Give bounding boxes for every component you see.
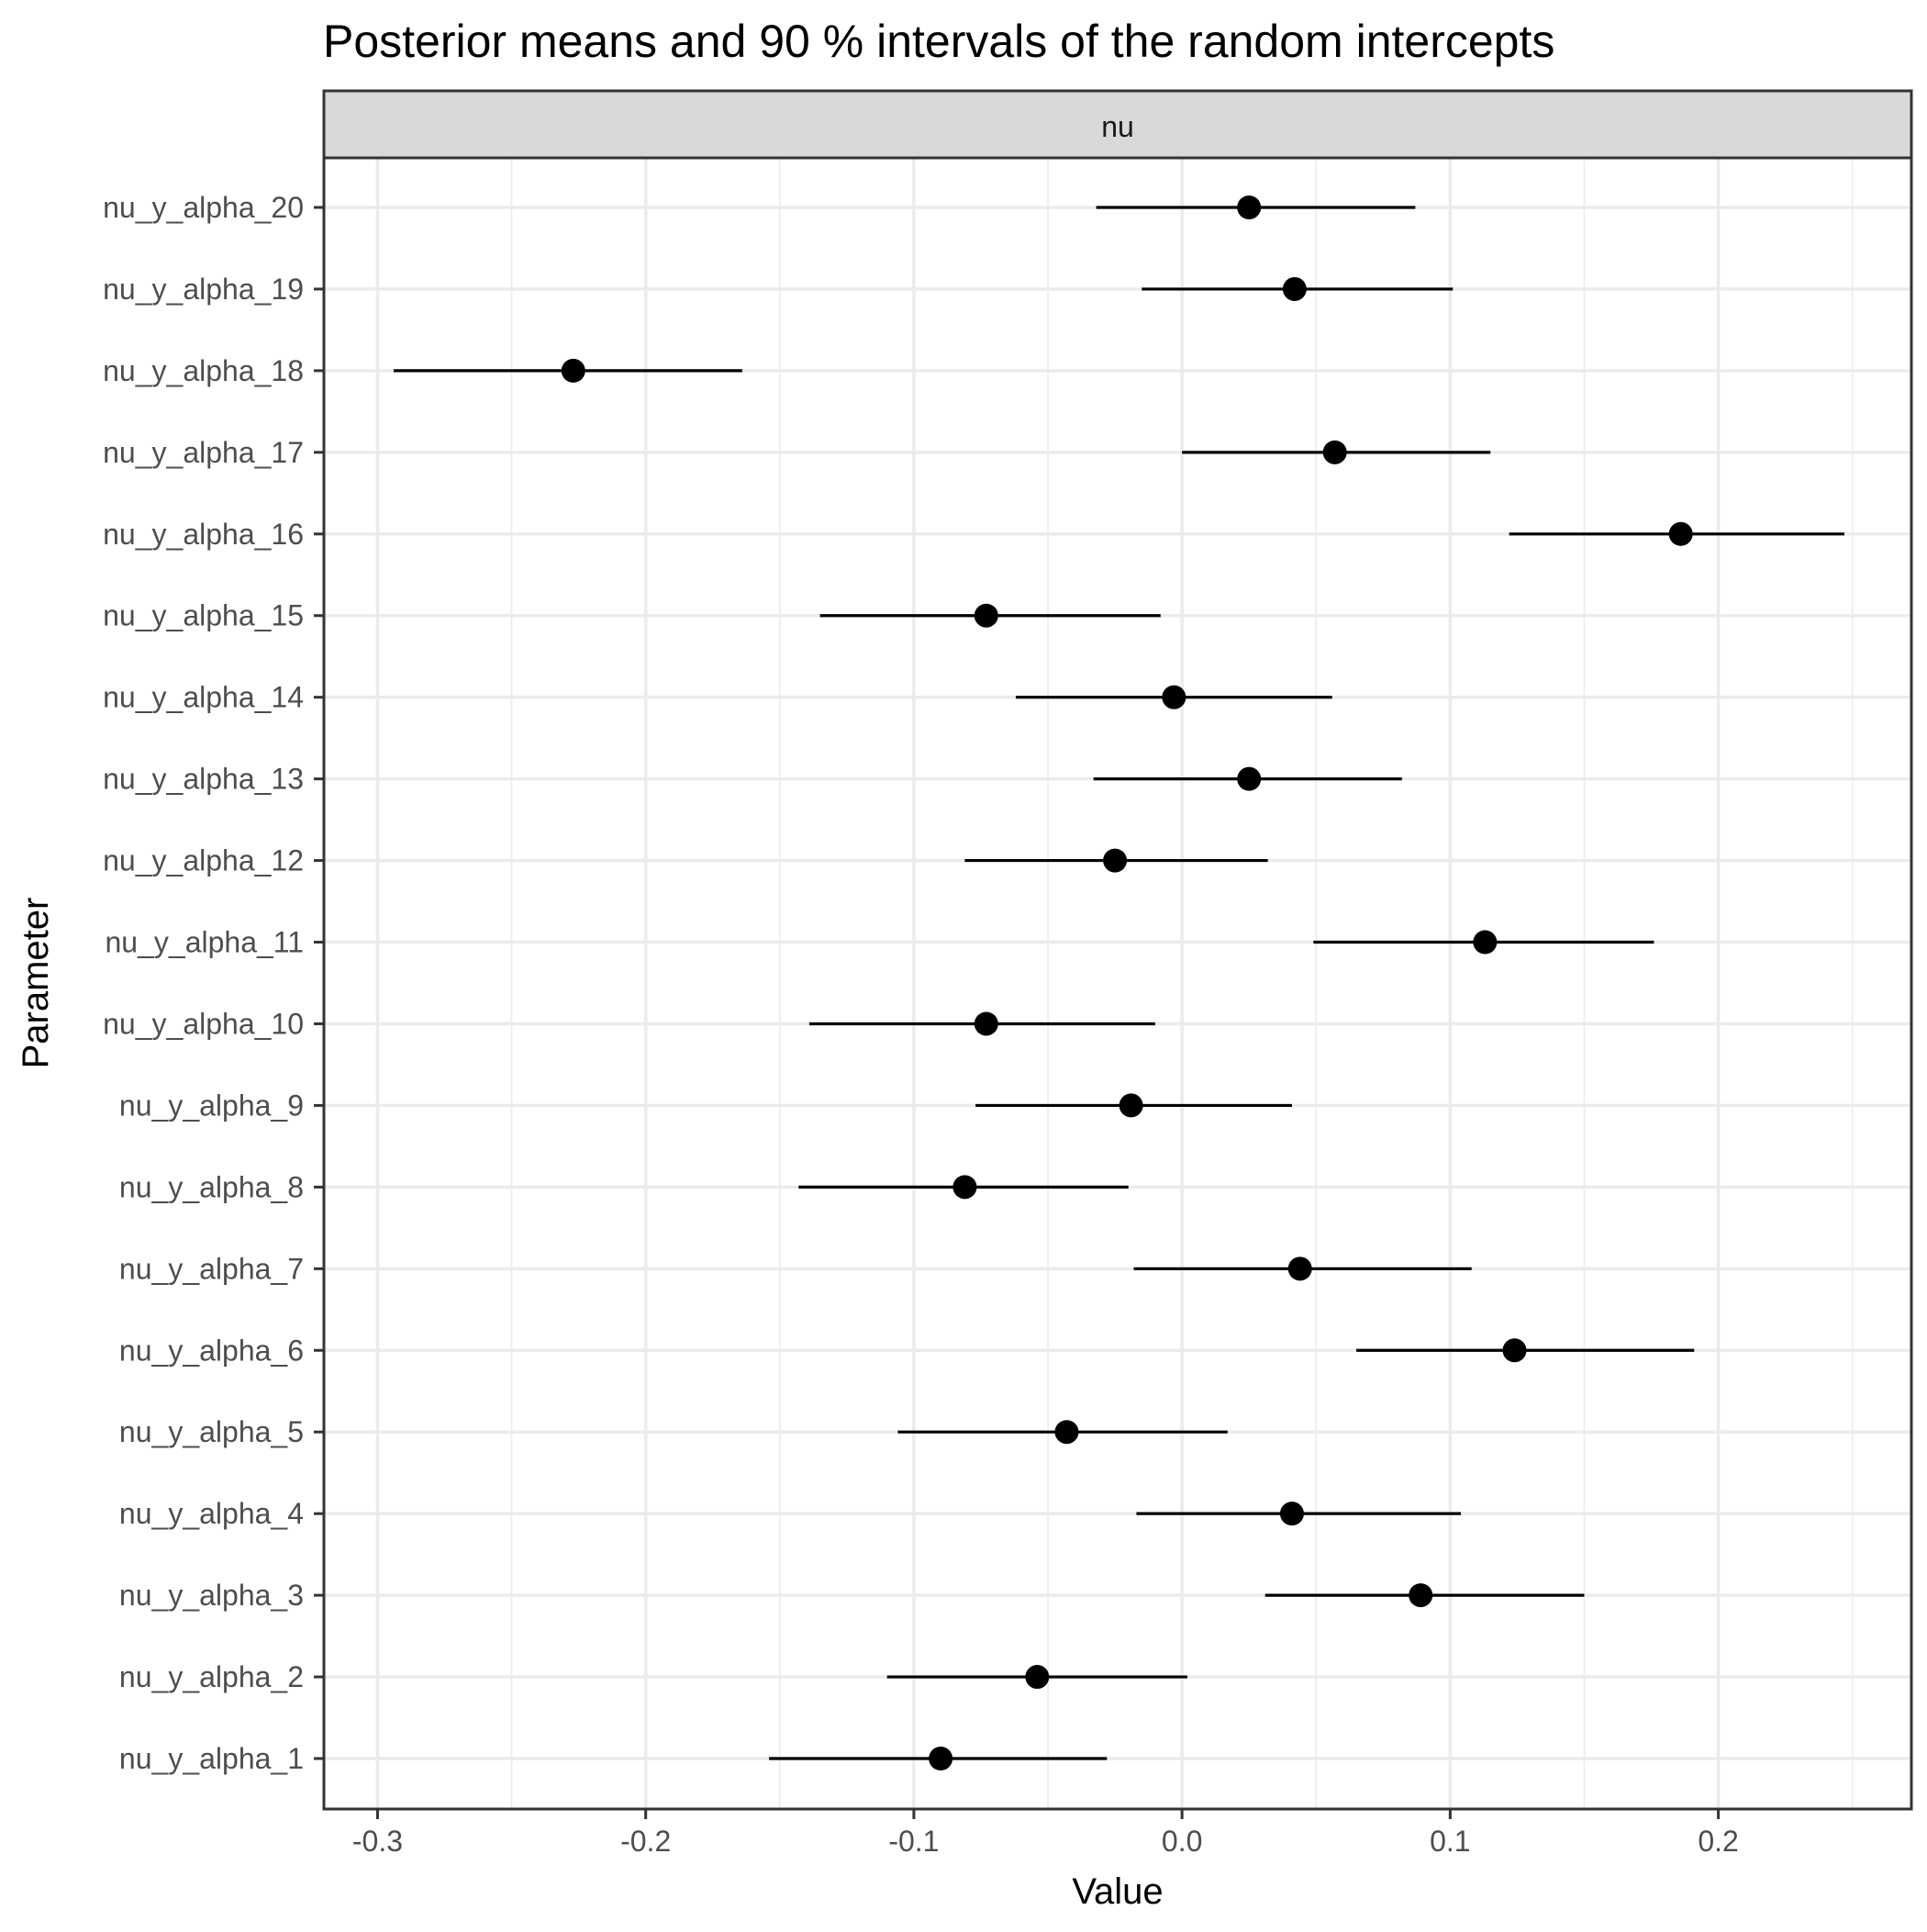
facet-strip bbox=[322, 89, 1913, 160]
mean-point bbox=[952, 1175, 977, 1200]
mean-point bbox=[929, 1747, 953, 1770]
mean-point bbox=[1237, 195, 1262, 219]
mean-point bbox=[1668, 521, 1693, 546]
y-tick-label: nu_y_alpha_3 bbox=[119, 1579, 304, 1612]
mean-point bbox=[1322, 440, 1347, 464]
mean-point bbox=[1119, 1093, 1143, 1118]
y-axis-title: Parameter bbox=[16, 898, 56, 1069]
data-marks bbox=[393, 195, 1844, 1770]
x-axis: -0.3 -0.2 -0.1 0.0 0.1 0.2 bbox=[352, 1809, 1739, 1858]
x-tick-label: 0.1 bbox=[1430, 1825, 1470, 1858]
mean-point bbox=[1162, 685, 1186, 709]
mean-point bbox=[1025, 1665, 1050, 1690]
x-tick-label: 0.2 bbox=[1698, 1825, 1738, 1858]
y-tick-label: nu_y_alpha_10 bbox=[103, 1007, 304, 1040]
mean-point bbox=[974, 1011, 998, 1036]
y-tick-label: nu_y_alpha_19 bbox=[103, 273, 304, 306]
y-tick-label: nu_y_alpha_12 bbox=[103, 844, 304, 877]
y-tick-label: nu_y_alpha_16 bbox=[103, 518, 304, 551]
chart-title: Posterior means and 90 % intervals of th… bbox=[323, 16, 1554, 67]
y-tick-label: nu_y_alpha_18 bbox=[103, 354, 304, 387]
y-tick-label: nu_y_alpha_13 bbox=[103, 763, 304, 796]
y-tick-label: nu_y_alpha_15 bbox=[103, 599, 304, 632]
x-tick-label: -0.3 bbox=[352, 1825, 403, 1858]
mean-point bbox=[1282, 276, 1307, 301]
y-tick-label: nu_y_alpha_1 bbox=[119, 1742, 304, 1775]
x-tick-label: -0.1 bbox=[888, 1825, 939, 1858]
mean-point bbox=[1409, 1583, 1433, 1608]
mean-point bbox=[1054, 1420, 1079, 1445]
y-tick-label: nu_y_alpha_17 bbox=[103, 436, 304, 469]
panel-border bbox=[322, 156, 1913, 1811]
mean-point bbox=[1279, 1502, 1304, 1526]
facet-strip-label: nu bbox=[1101, 110, 1134, 143]
y-tick-label: nu_y_alpha_6 bbox=[119, 1334, 304, 1367]
y-tick-label: nu_y_alpha_11 bbox=[106, 926, 305, 959]
y-tick-label: nu_y_alpha_8 bbox=[119, 1170, 304, 1203]
y-tick-label: nu_y_alpha_9 bbox=[119, 1089, 304, 1122]
y-tick-label: nu_y_alpha_7 bbox=[119, 1252, 304, 1285]
y-tick-label: nu_y_alpha_5 bbox=[119, 1415, 304, 1448]
y-tick-label: nu_y_alpha_4 bbox=[119, 1497, 304, 1530]
mean-point bbox=[1237, 766, 1262, 791]
mean-point bbox=[974, 603, 998, 628]
mean-point bbox=[561, 358, 585, 383]
x-tick-label: -0.2 bbox=[620, 1825, 671, 1858]
mean-point bbox=[1502, 1338, 1527, 1363]
mean-point bbox=[1473, 930, 1498, 955]
x-tick-label: 0.0 bbox=[1162, 1825, 1202, 1858]
x-axis-title: Value bbox=[1072, 1871, 1163, 1912]
mean-point bbox=[1287, 1256, 1312, 1281]
mean-point bbox=[1103, 848, 1128, 873]
y-tick-label: nu_y_alpha_20 bbox=[103, 191, 304, 224]
y-tick-label: nu_y_alpha_14 bbox=[103, 681, 304, 714]
y-axis: nu_y_alpha_20 nu_y_alpha_19 nu_y_alpha_18n… bbox=[103, 191, 324, 1775]
plot-panel bbox=[324, 158, 1911, 1809]
y-tick-label: nu_y_alpha_2 bbox=[119, 1660, 304, 1693]
